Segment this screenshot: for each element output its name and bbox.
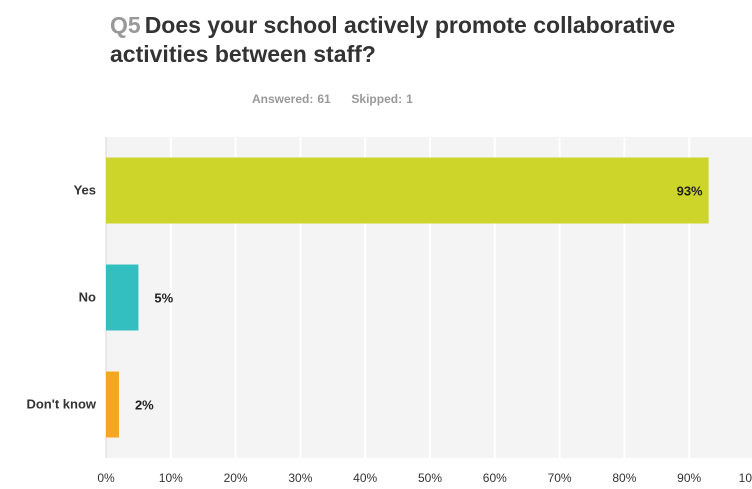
skipped-count: 1 — [406, 92, 413, 106]
x-tick-label: 70% — [548, 471, 572, 485]
data-label: 5% — [154, 291, 173, 306]
response-summary: Answered: 61 Skipped: 1 — [252, 92, 413, 106]
bar-don-t-know — [106, 371, 119, 438]
x-tick-label: 80% — [612, 471, 636, 485]
x-tick-label: 30% — [288, 471, 312, 485]
answered-label: Answered: — [252, 92, 314, 106]
bar-no — [106, 264, 139, 331]
category-label: Don't know — [26, 397, 96, 412]
x-tick-label: 50% — [418, 471, 442, 485]
question-number: Q5 — [110, 12, 141, 38]
answered-count: 61 — [317, 92, 331, 106]
bar-yes — [106, 157, 709, 224]
x-tick-label: 20% — [224, 471, 248, 485]
category-label: Yes — [74, 183, 96, 198]
question-text: Does your school actively promote collab… — [110, 12, 676, 67]
question-title: Q5 Does your school actively promote coll… — [110, 11, 730, 69]
x-tick-label: 90% — [677, 471, 701, 485]
skipped-label: Skipped: — [351, 92, 403, 106]
x-tick-label: 60% — [483, 471, 507, 485]
category-label: No — [79, 290, 96, 305]
x-tick-label: 40% — [353, 471, 377, 485]
x-tick-label: 10% — [159, 471, 183, 485]
x-tick-label: 0% — [97, 471, 115, 485]
x-tick-label: 100% — [739, 471, 752, 485]
data-label: 93% — [677, 184, 703, 199]
data-label: 2% — [135, 398, 154, 413]
